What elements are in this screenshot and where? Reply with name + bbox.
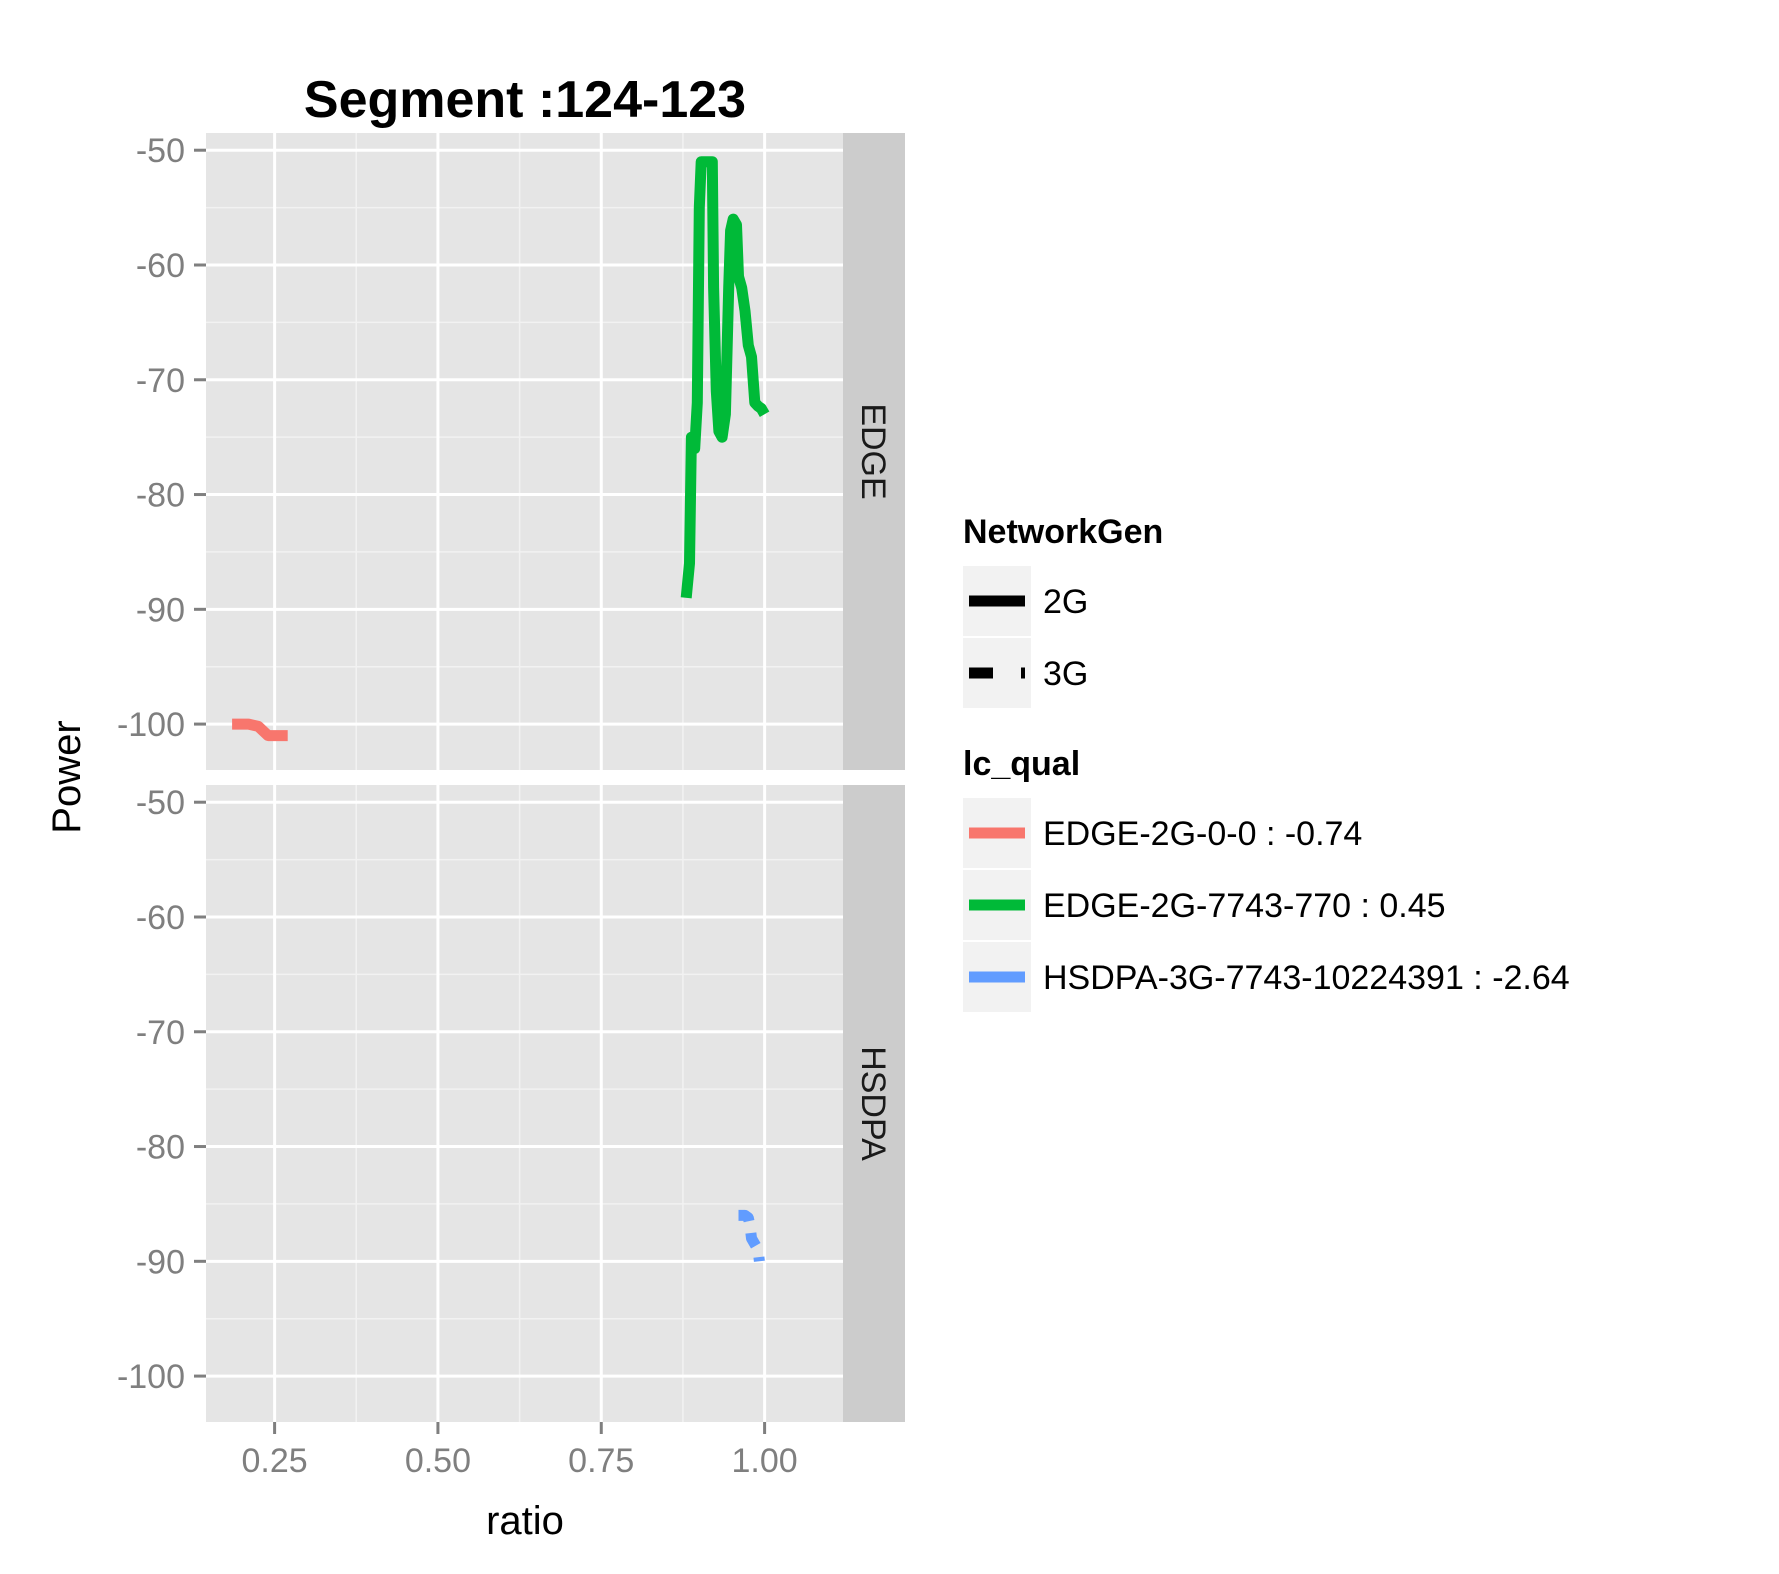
y-tick-label: -90	[136, 591, 185, 629]
facet-panel-hsdpa: -50 -60 -70 -80 -90 -100 HSDPA	[117, 784, 905, 1422]
legend-item: 3G	[963, 638, 1088, 708]
y-tick-label: -50	[136, 784, 185, 822]
y-tick-label: -70	[136, 1014, 185, 1052]
legend-networkgen: NetworkGen 2G 3G	[963, 513, 1163, 708]
y-tick-label: -70	[136, 362, 185, 400]
facet-strip	[843, 785, 905, 1422]
plot-panels: -50 -60 -70 -80 -90 -100 EDGE -50 -60 -70 -80 -90 -1…	[117, 132, 905, 1480]
x-axis-title: ratio	[486, 1499, 564, 1543]
series-line	[738, 1209, 765, 1262]
legend-item: 2G	[963, 566, 1088, 636]
legend-label: 2G	[1043, 583, 1088, 621]
x-tick-label: 0.75	[568, 1442, 634, 1480]
y-tick-label: -90	[136, 1243, 185, 1281]
facet-panel-edge: -50 -60 -70 -80 -90 -100 EDGE	[117, 132, 905, 770]
legend-area: NetworkGen 2G 3G lc_qual EDGE-2G-0-0 : -0.74…	[963, 513, 1570, 1012]
legend-label: EDGE-2G-7743-770 : 0.45	[1043, 887, 1446, 925]
facet-strip-label: EDGE	[854, 403, 892, 499]
y-axis-title: Power	[45, 720, 89, 833]
x-axis: 0.25 0.50 0.75 1.00	[242, 1422, 798, 1480]
legend-label: HSDPA-3G-7743-10224391 : -2.64	[1043, 959, 1570, 997]
legend-title: NetworkGen	[963, 513, 1163, 551]
panel-background	[206, 133, 843, 770]
y-tick-label: -100	[117, 706, 185, 744]
panel-background	[206, 785, 843, 1422]
legend-item: EDGE-2G-7743-770 : 0.45	[963, 870, 1446, 940]
chart-title: Segment :124-123	[304, 71, 746, 129]
y-tick-label: -60	[136, 247, 185, 285]
legend-item: HSDPA-3G-7743-10224391 : -2.64	[963, 942, 1570, 1012]
facet-strip	[843, 133, 905, 770]
y-tick-label: -60	[136, 899, 185, 937]
y-tick-label: -80	[136, 477, 185, 515]
legend-lc_qual: lc_qual EDGE-2G-0-0 : -0.74 EDGE-2G-7743-7…	[963, 745, 1570, 1012]
x-tick-label: 0.50	[405, 1442, 471, 1480]
legend-label: EDGE-2G-0-0 : -0.74	[1043, 815, 1362, 853]
legend-label: 3G	[1043, 655, 1088, 693]
legend-title: lc_qual	[963, 745, 1080, 783]
y-tick-label: -100	[117, 1358, 185, 1396]
facet-strip-label: HSDPA	[854, 1046, 892, 1161]
x-tick-label: 1.00	[732, 1442, 798, 1480]
legend-item: EDGE-2G-0-0 : -0.74	[963, 798, 1362, 868]
series-line	[232, 718, 288, 742]
series-line	[680, 156, 770, 599]
x-tick-label: 0.25	[242, 1442, 308, 1480]
y-tick-label: -50	[136, 132, 185, 170]
y-tick-label: -80	[136, 1129, 185, 1167]
